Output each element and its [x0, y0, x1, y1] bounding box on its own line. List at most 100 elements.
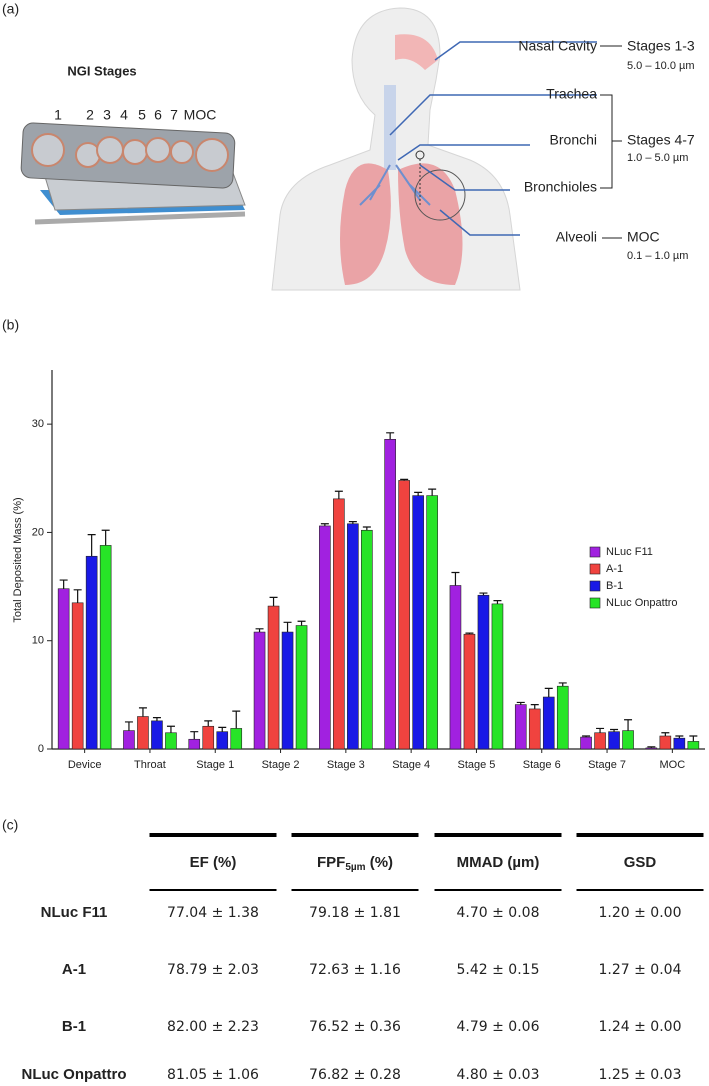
x-tick-label: MOC	[660, 759, 686, 771]
header-suffix: (%)	[366, 854, 394, 871]
x-tick-label: Stage 7	[588, 759, 626, 771]
x-tick-label: Stage 5	[457, 759, 495, 771]
stage-group: Stages 4-7	[627, 132, 695, 148]
error-bar	[610, 728, 619, 732]
bar	[347, 523, 359, 750]
table-cell: 4.70 ± 0.08	[457, 905, 540, 921]
bar	[687, 741, 700, 750]
ngi-stage-number: 6	[154, 107, 162, 123]
bar	[514, 704, 527, 750]
region-label: Nasal Cavity	[518, 38, 597, 54]
body-illustration	[271, 7, 521, 291]
stage-group: Stages 1-3	[627, 38, 695, 54]
table-cell: 79.18 ± 1.81	[309, 905, 401, 921]
panel-label: (a)	[2, 1, 19, 17]
error-bar	[255, 628, 264, 633]
bar	[202, 725, 215, 750]
bar	[295, 625, 308, 750]
legend-swatch	[589, 597, 601, 609]
bar	[151, 720, 163, 750]
bar	[398, 480, 410, 750]
error-bar	[675, 735, 684, 739]
size-range: 5.0 – 10.0 µm	[627, 60, 695, 72]
bar	[85, 555, 98, 750]
x-tick-label: Stage 3	[327, 759, 365, 771]
legend-label: NLuc F11	[606, 546, 653, 558]
error-bar	[451, 571, 460, 586]
table-cell: 76.52 ± 0.36	[309, 1019, 401, 1035]
table-cell: 72.63 ± 1.16	[309, 962, 401, 978]
ngi-stage-number: MOC	[184, 107, 217, 123]
bar	[99, 545, 112, 750]
bar-chart: Total Deposited Mass (%) 0 10 20 30 Device Th…	[12, 370, 705, 771]
legend-swatch	[589, 563, 601, 575]
bar	[165, 732, 177, 750]
error-bar	[190, 731, 199, 740]
error-bar	[232, 710, 241, 729]
legend-swatch	[589, 546, 601, 558]
bar	[673, 737, 686, 750]
region-label: Alveoli	[556, 229, 597, 245]
size-range: 0.1 – 1.0 µm	[627, 250, 688, 262]
error-bar	[479, 592, 488, 596]
region-label: Bronchi	[550, 132, 597, 148]
y-tick-label: 30	[32, 418, 44, 430]
error-bar	[334, 490, 343, 499]
bar	[333, 498, 345, 750]
leader-lines	[389, 41, 622, 239]
bar	[253, 631, 266, 750]
row-header: NLuc F11	[41, 904, 108, 921]
row-header: B-1	[62, 1018, 86, 1035]
ngi-stage-number: 7	[170, 107, 178, 123]
table-cell: 77.04 ± 1.38	[167, 905, 259, 921]
table-header: GSD	[624, 854, 657, 871]
error-bar	[269, 596, 278, 607]
table-cell: 78.79 ± 2.03	[167, 962, 259, 978]
x-tick-label: Stage 2	[262, 759, 300, 771]
ngi-device	[20, 122, 246, 225]
bar	[645, 747, 658, 750]
table-cell: 5.42 ± 0.15	[457, 962, 540, 978]
bar	[361, 529, 373, 750]
region-label: Trachea	[546, 86, 597, 102]
bar	[123, 730, 135, 750]
bar	[137, 716, 149, 750]
x-tick-label: Device	[68, 759, 102, 771]
error-bar	[204, 720, 213, 727]
y-tick-label: 0	[38, 743, 44, 755]
region-label: Bronchioles	[524, 179, 597, 195]
bar	[659, 735, 672, 750]
error-bar	[544, 687, 553, 698]
bar	[426, 495, 438, 750]
ngi-title: NGI Stages	[67, 63, 136, 78]
bar	[622, 730, 634, 750]
error-bar	[400, 478, 409, 481]
ngi-stage-number: 5	[138, 107, 146, 123]
bar	[384, 439, 396, 750]
y-tick-label: 20	[32, 526, 44, 538]
error-bar	[558, 682, 567, 687]
row-header: NLuc Onpattro	[22, 1066, 127, 1083]
table: FPF5µm (%) EF (%) MMAD (µm) GSD NLuc F11 77.…	[22, 833, 704, 1083]
legend-label: NLuc Onpattro	[606, 597, 678, 609]
legend-swatch	[589, 580, 601, 592]
header-sub: 5µm	[345, 862, 365, 873]
error-bar	[624, 719, 633, 731]
table-header: MMAD (µm)	[457, 854, 540, 871]
error-bar	[362, 526, 371, 531]
error-bar	[138, 707, 147, 717]
table-cell: 4.80 ± 0.03	[457, 1067, 540, 1083]
error-bar	[320, 523, 329, 526]
ngi-stage-number: 4	[120, 107, 128, 123]
error-bar	[73, 589, 82, 603]
table-cell: 1.25 ± 0.03	[599, 1067, 682, 1083]
table-cell: 81.05 ± 1.06	[167, 1067, 259, 1083]
table-cell: 1.27 ± 0.04	[599, 962, 682, 978]
bar	[542, 696, 555, 750]
x-tick-label: Stage 1	[196, 759, 234, 771]
table-cell: 1.24 ± 0.00	[599, 1019, 682, 1035]
legend-label: A-1	[606, 563, 623, 575]
error-bar	[516, 701, 525, 705]
error-bar	[530, 704, 539, 709]
